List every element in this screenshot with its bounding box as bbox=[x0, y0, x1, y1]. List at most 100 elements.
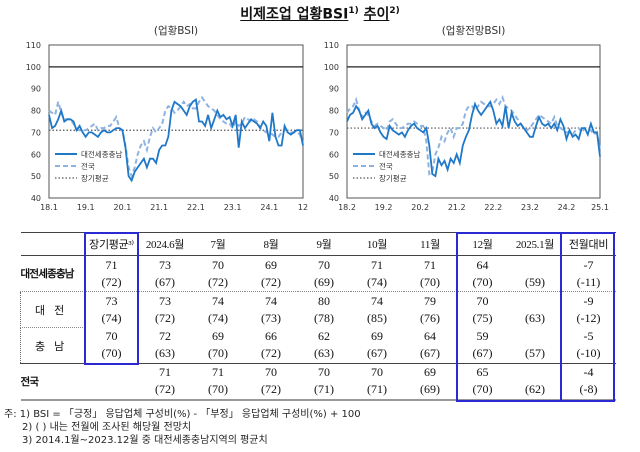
forecast-value: (-8) bbox=[579, 382, 598, 397]
y-tick-label: 90 bbox=[329, 85, 339, 94]
forecast-value: (72) bbox=[261, 346, 281, 361]
forecast-value: (67) bbox=[420, 346, 440, 361]
actual-value: 70 bbox=[212, 257, 224, 272]
forecast-value: (72) bbox=[155, 310, 175, 325]
table-cell: 73 (67) bbox=[138, 255, 192, 292]
x-tick-label: 22.1 bbox=[187, 203, 205, 212]
table-cell: 71 (70) bbox=[191, 363, 245, 401]
x-tick-label: 23.2 bbox=[521, 203, 539, 212]
forecast-value: (78) bbox=[314, 310, 334, 325]
forecast-value: (72) bbox=[208, 274, 228, 289]
table-cell: 64 (70) bbox=[456, 255, 509, 292]
actual-value: 71 bbox=[371, 257, 383, 272]
y-tick-label: 110 bbox=[26, 41, 41, 50]
x-tick-label: 18.1 bbox=[40, 203, 58, 212]
forecast-value: (71) bbox=[367, 382, 387, 397]
forecast-value: (74) bbox=[101, 310, 122, 325]
forecast-value: (70) bbox=[472, 274, 493, 289]
table-cell: (59) bbox=[508, 255, 562, 292]
actual-value: -7 bbox=[583, 257, 594, 272]
actual-value: 74 bbox=[371, 293, 383, 308]
chart-title: (업황BSI) bbox=[154, 24, 198, 37]
actual-value: 71 bbox=[159, 365, 171, 380]
y-tick-label: 100 bbox=[26, 63, 41, 72]
table-cell: 70 (71) bbox=[350, 363, 404, 401]
forecast-value: (74) bbox=[367, 274, 387, 289]
forecast-value: (73) bbox=[261, 310, 281, 325]
column-header: 10월 bbox=[350, 232, 404, 256]
x-tick-label: 22.2 bbox=[484, 203, 502, 212]
table-cell: 66 (72) bbox=[244, 327, 298, 364]
forecast-value: (72) bbox=[101, 274, 122, 289]
y-tick-label: 110 bbox=[324, 41, 339, 50]
chart-title: (업황전망BSI) bbox=[442, 24, 506, 37]
x-tick-label: 24.1 bbox=[260, 203, 278, 212]
forecast-value: (70) bbox=[472, 382, 493, 397]
forecast-value: (71) bbox=[314, 382, 334, 397]
table-cell: 72 (63) bbox=[138, 327, 192, 364]
actual-value: 70 bbox=[318, 257, 330, 272]
bsi-table: 장기평균³⁾ 2024.6월 7월 8월 9월 10월 11월 12월 2025.1월 전월대비 … bbox=[20, 232, 616, 401]
actual-value: 62 bbox=[318, 329, 330, 344]
y-tick-label: 60 bbox=[329, 150, 339, 159]
actual-value: 72 bbox=[159, 329, 171, 344]
y-tick-label: 90 bbox=[31, 85, 41, 94]
x-tick-label: 12 bbox=[298, 203, 308, 212]
row-label: 대전세종충남 bbox=[20, 255, 85, 292]
row-label: 충남 bbox=[20, 327, 85, 364]
table-header: 장기평균³⁾ 2024.6월 7월 8월 9월 10월 11월 12월 2025.1월 전월대비 bbox=[20, 232, 616, 256]
table-cell: 70 (71) bbox=[297, 363, 351, 401]
y-tick-label: 50 bbox=[31, 172, 41, 181]
actual-value: 73 bbox=[159, 293, 171, 308]
forecast-value: (-10) bbox=[576, 346, 601, 361]
table-cell: -5 (-10) bbox=[561, 327, 616, 364]
y-tick-label: 40 bbox=[329, 194, 339, 203]
table-cell: (57) bbox=[508, 327, 562, 364]
y-tick-label: 70 bbox=[31, 128, 41, 137]
table-cell: 70 (69) bbox=[297, 255, 351, 292]
x-tick-label: 19.1 bbox=[77, 203, 95, 212]
forecast-value: (69) bbox=[314, 274, 334, 289]
actual-value: 70 bbox=[476, 293, 489, 308]
forecast-value: (72) bbox=[261, 274, 281, 289]
actual-value bbox=[509, 293, 562, 310]
actual-value: 74 bbox=[265, 293, 277, 308]
forecast-value: (-11) bbox=[576, 274, 601, 289]
note-1: 주: 1) BSI = 「긍정」 응답업체 구성비(%) - 「부정」 응답업체… bbox=[4, 409, 361, 420]
y-tick-label: 70 bbox=[329, 128, 339, 137]
y-tick-label: 40 bbox=[31, 194, 41, 203]
business-bsi-chart: (업황BSI) 40 50 60 70 80 90 100 110 18.1 19.1 20.1 21.… bbox=[26, 24, 308, 212]
table-cell: 73 (72) bbox=[139, 292, 192, 328]
legend-label: 대전세종충남 bbox=[81, 149, 122, 159]
forecast-value: (67) bbox=[155, 274, 175, 289]
y-tick-label: 80 bbox=[329, 107, 339, 116]
forecast-value: (62) bbox=[525, 382, 545, 397]
table-cell: 71 (72) bbox=[138, 363, 192, 401]
actual-value: 69 bbox=[212, 329, 224, 344]
row-label: 전국 bbox=[20, 363, 85, 401]
actual-value bbox=[509, 364, 562, 381]
forecast-value: (72) bbox=[261, 382, 281, 397]
x-tick-label: 18.2 bbox=[338, 203, 356, 212]
table-cell: -4 (-8) bbox=[561, 363, 616, 401]
x-tick-label: 25.1 bbox=[591, 203, 609, 212]
table-row: 대전 73 (74) 73 (72) 74 (74) 74 (73) 80 (78) 74 (85) 79… bbox=[20, 291, 616, 328]
actual-value bbox=[509, 257, 562, 274]
forecast-value: (70) bbox=[208, 382, 228, 397]
table-cell: 71 (72) bbox=[84, 255, 139, 292]
table-cell: (62) bbox=[508, 363, 562, 401]
actual-value bbox=[509, 328, 562, 345]
y-tick-label: 50 bbox=[329, 172, 339, 181]
actual-value bbox=[85, 364, 139, 381]
forecast-value: (70) bbox=[208, 346, 228, 361]
table-cell: 69 (69) bbox=[403, 363, 457, 401]
table-cell: 71 (74) bbox=[350, 255, 404, 292]
actual-value: 71 bbox=[424, 257, 436, 272]
actual-value: 69 bbox=[265, 257, 277, 272]
x-tick-label: 19.2 bbox=[375, 203, 393, 212]
table-cell: 74 (85) bbox=[351, 292, 404, 328]
note-2: 2) ( ) 내는 전월에 조사된 해당월 전망치 bbox=[22, 422, 192, 433]
column-header bbox=[20, 232, 85, 256]
table-cell: 70 (75) bbox=[457, 292, 509, 328]
table-cell: 74 (73) bbox=[245, 292, 298, 328]
